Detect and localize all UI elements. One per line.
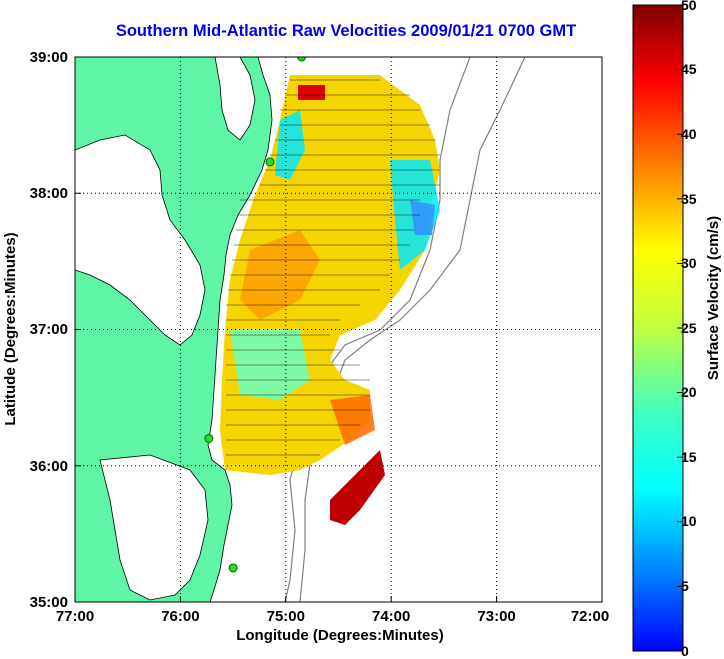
colorbar-title: Surface Velocity (cm/s) xyxy=(705,216,722,380)
y-tick-labels: 39:00 38:00 37:00 36:00 35:00 xyxy=(30,49,68,611)
y-tick-label: 36:00 xyxy=(30,458,68,475)
colorbar xyxy=(632,4,684,652)
tick-marks xyxy=(74,56,603,603)
x-tick-label: 77:00 xyxy=(56,608,94,625)
velocity-field xyxy=(330,450,385,525)
station-marker xyxy=(228,563,238,573)
velocity-field xyxy=(298,85,325,100)
velocity-vectors xyxy=(226,79,440,456)
map-title: Southern Mid-Atlantic Raw Velocities 200… xyxy=(115,22,577,40)
grid-lines xyxy=(75,57,602,602)
y-tick-label: 38:00 xyxy=(30,185,68,202)
y-tick-label: 39:00 xyxy=(30,49,68,66)
colorbar-tick-label: 25 xyxy=(681,320,697,336)
velocity-field xyxy=(410,200,435,235)
colorbar-tick-labels: 50 45 40 35 30 25 20 15 10 5 0 xyxy=(681,0,697,659)
colorbar-tick-label: 0 xyxy=(681,643,689,659)
delaware-bay xyxy=(214,57,256,141)
x-tick-label: 74:00 xyxy=(372,608,410,625)
bathymetry-contour xyxy=(299,57,526,602)
colorbar-tick-label: 35 xyxy=(681,191,697,207)
colorbar-tick-label: 5 xyxy=(681,578,689,594)
x-tick-label: 72:00 xyxy=(571,608,609,625)
chesapeake-bay xyxy=(75,134,206,346)
colorbar-tick-label: 45 xyxy=(681,61,697,77)
velocity-field xyxy=(330,395,375,445)
x-tick-labels: 77:00 76:00 75:00 74:00 73:00 72:00 xyxy=(56,608,609,625)
station-marker xyxy=(204,434,214,443)
colorbar-tick-label: 15 xyxy=(681,449,697,465)
y-tick-label: 35:00 xyxy=(30,594,68,611)
x-axis-title: Longitude (Degrees:Minutes) xyxy=(236,627,444,644)
bathymetry-contour xyxy=(284,57,471,602)
station-markers xyxy=(204,57,307,573)
colorbar-tick-label: 20 xyxy=(681,384,697,400)
station-marker xyxy=(297,57,307,62)
colorbar-tick-marks xyxy=(677,4,683,652)
y-axis-title: Latitude (Degrees:Minutes) xyxy=(2,232,19,425)
pamlico-sound xyxy=(99,454,209,601)
colorbar-tick-label: 10 xyxy=(681,513,697,529)
station-marker xyxy=(265,157,275,167)
colorbar-tick-label: 30 xyxy=(681,255,697,271)
x-tick-label: 73:00 xyxy=(477,608,515,625)
x-tick-label: 75:00 xyxy=(267,608,305,625)
velocity-field xyxy=(275,110,305,180)
colorbar-tick-label: 40 xyxy=(681,126,697,142)
x-tick-label: 76:00 xyxy=(161,608,199,625)
colorbar-tick-label: 50 xyxy=(681,0,697,13)
y-tick-label: 37:00 xyxy=(30,321,68,338)
